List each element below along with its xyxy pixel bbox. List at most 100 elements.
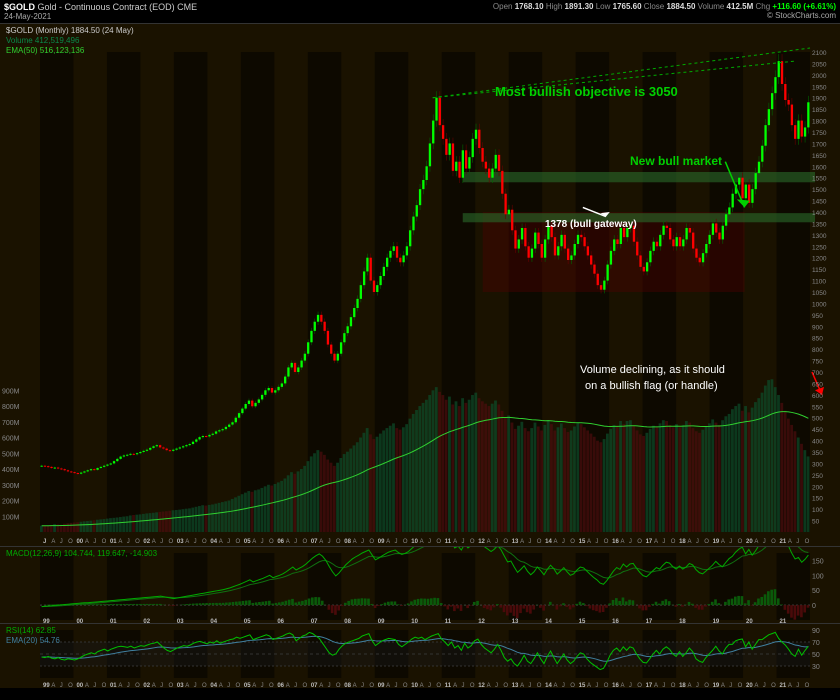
svg-text:O: O — [704, 683, 709, 688]
svg-text:O: O — [671, 683, 676, 688]
svg-text:10: 10 — [411, 683, 418, 688]
svg-text:08: 08 — [344, 683, 351, 688]
svg-text:01: 01 — [110, 539, 117, 545]
ohlc-bar: Open 1768.10 High 1891.30 Low 1765.60 Cl… — [493, 2, 836, 11]
svg-text:J: J — [461, 683, 464, 688]
svg-text:O: O — [805, 539, 810, 545]
svg-text:J: J — [43, 539, 46, 545]
svg-text:1650: 1650 — [812, 153, 827, 160]
svg-text:O: O — [604, 539, 609, 545]
source-credit: © StockCharts.com — [493, 11, 836, 20]
svg-text:1800: 1800 — [812, 119, 827, 126]
svg-text:J: J — [595, 539, 598, 545]
svg-text:18: 18 — [679, 683, 686, 688]
svg-text:07: 07 — [311, 683, 318, 688]
svg-text:O: O — [236, 539, 241, 545]
svg-text:J: J — [294, 539, 297, 545]
rsi-svg: 3050709099AJO00AJO01AJO02AJO03AJO04AJO05… — [0, 624, 840, 688]
main-price-panel: $GOLD (Monthly) 1884.50 (24 May) Volume … — [0, 24, 840, 546]
svg-text:O: O — [403, 539, 408, 545]
svg-text:J: J — [763, 539, 766, 545]
svg-text:950: 950 — [812, 313, 823, 320]
svg-text:20: 20 — [746, 539, 753, 545]
svg-text:J: J — [796, 539, 799, 545]
svg-text:O: O — [771, 683, 776, 688]
svg-text:J: J — [796, 683, 799, 688]
svg-text:A: A — [252, 683, 256, 688]
svg-text:J: J — [294, 683, 297, 688]
svg-text:11: 11 — [445, 683, 452, 688]
svg-text:A: A — [85, 539, 89, 545]
svg-text:J: J — [194, 683, 197, 688]
svg-text:A: A — [487, 539, 491, 545]
svg-text:A: A — [754, 539, 758, 545]
svg-text:50: 50 — [812, 588, 820, 595]
svg-text:J: J — [562, 683, 565, 688]
anno-vol-1: Volume declining, as it should — [580, 364, 725, 376]
svg-text:O: O — [738, 683, 743, 688]
svg-text:O: O — [503, 539, 508, 545]
svg-text:650: 650 — [812, 381, 823, 388]
svg-text:O: O — [169, 683, 174, 688]
svg-text:800: 800 — [812, 347, 823, 354]
svg-text:01: 01 — [110, 683, 117, 688]
svg-text:J: J — [662, 683, 665, 688]
anno-new-bull: New bull market — [630, 154, 722, 168]
chart-header: $GOLD Gold - Continuous Contract (EOD) C… — [0, 0, 840, 24]
svg-text:A: A — [754, 683, 758, 688]
svg-text:19: 19 — [713, 683, 720, 688]
svg-text:A: A — [721, 683, 725, 688]
svg-text:A: A — [487, 683, 491, 688]
anno-vol-2: on a bullish flag (or handle) — [585, 380, 718, 392]
svg-text:900M: 900M — [2, 388, 20, 395]
svg-text:J: J — [60, 683, 63, 688]
svg-text:16: 16 — [612, 683, 619, 688]
svg-text:O: O — [570, 683, 575, 688]
svg-text:12: 12 — [478, 539, 485, 545]
svg-text:1950: 1950 — [812, 84, 827, 91]
svg-text:O: O — [336, 539, 341, 545]
svg-text:13: 13 — [512, 683, 519, 688]
svg-text:A: A — [353, 683, 357, 688]
svg-text:750: 750 — [812, 359, 823, 366]
svg-text:03: 03 — [177, 683, 184, 688]
svg-text:16: 16 — [612, 539, 619, 545]
svg-text:A: A — [118, 683, 122, 688]
svg-text:A: A — [654, 539, 658, 545]
svg-text:O: O — [202, 539, 207, 545]
svg-text:J: J — [562, 539, 565, 545]
svg-text:300: 300 — [812, 461, 823, 468]
svg-text:J: J — [328, 539, 331, 545]
svg-text:50: 50 — [812, 652, 820, 659]
svg-text:O: O — [805, 683, 810, 688]
svg-text:13: 13 — [512, 539, 519, 545]
svg-text:O: O — [470, 539, 475, 545]
svg-text:J: J — [395, 539, 398, 545]
svg-text:A: A — [185, 683, 189, 688]
macd-label: MACD(12,26,9) 104.744, 119.647, -14.903 — [6, 549, 157, 558]
svg-text:J: J — [696, 539, 699, 545]
svg-text:1700: 1700 — [812, 141, 827, 148]
svg-text:J: J — [528, 683, 531, 688]
svg-text:O: O — [135, 539, 140, 545]
svg-text:350: 350 — [812, 450, 823, 457]
rsi-panel: RSI(14) 62.85 EMA(20) 54.76 3050709099AJ… — [0, 623, 840, 687]
ema-label: EMA(50) 516,123,136 — [6, 46, 84, 55]
svg-text:J: J — [93, 539, 96, 545]
svg-text:1400: 1400 — [812, 210, 827, 217]
svg-text:A: A — [687, 539, 691, 545]
svg-text:100: 100 — [812, 507, 823, 514]
svg-text:A: A — [286, 539, 290, 545]
svg-text:J: J — [361, 539, 364, 545]
svg-text:A: A — [453, 683, 457, 688]
svg-text:21: 21 — [780, 539, 787, 545]
svg-text:1000: 1000 — [812, 301, 827, 308]
svg-text:1150: 1150 — [812, 267, 826, 274]
svg-text:J: J — [160, 683, 163, 688]
svg-text:O: O — [169, 539, 174, 545]
svg-text:800M: 800M — [2, 404, 20, 411]
svg-text:A: A — [587, 539, 591, 545]
svg-text:10: 10 — [411, 539, 418, 545]
svg-text:50: 50 — [812, 519, 820, 526]
svg-text:J: J — [361, 683, 364, 688]
